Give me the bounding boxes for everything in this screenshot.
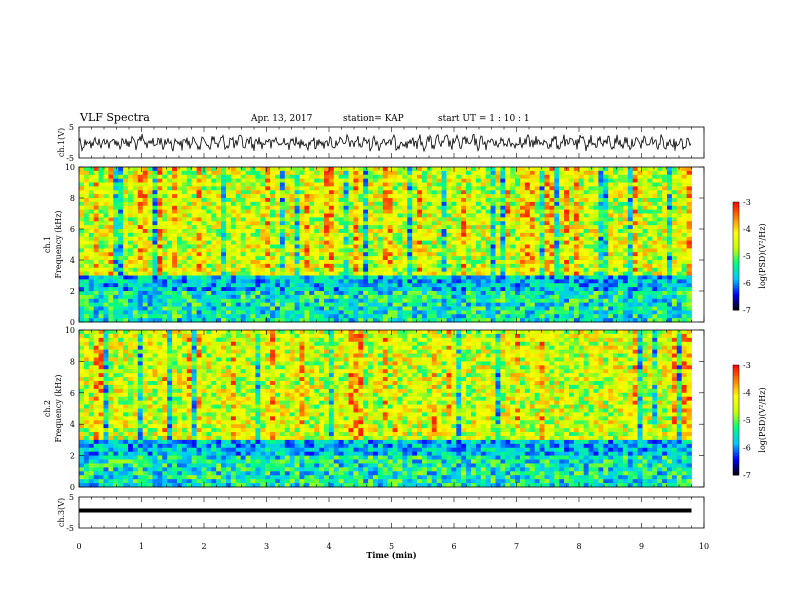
spectrogram-ch1-ytick-8: 8 [70,194,75,203]
chart-title: VLF Spectra [80,111,150,124]
xtick-0: 0 [76,542,81,551]
spectrogram-ch1-colorbar-tick-m5: -5 [743,252,751,261]
spectrogram-ch2-ytick-8: 8 [70,357,75,366]
station-label: station= KAP [343,114,404,124]
x-axis-label: Time (min) [366,550,416,560]
spectrogram-ch1-ytick-2: 2 [70,287,75,296]
spectrogram-ch1-colorbar-tick-m7: -7 [743,306,751,315]
xtick-7: 7 [514,542,519,551]
spectrogram-ch2-ytick-6: 6 [70,389,75,398]
xtick-1: 1 [139,542,144,551]
spectrogram-ch2-colorbar-tick-m6: -6 [743,444,751,453]
xtick-2: 2 [201,542,206,551]
spectrogram-ch1-colorbar [732,201,740,311]
spectrogram-ch2-colorbar [732,364,740,476]
spectrogram-ch2-ytick-2: 2 [70,452,75,461]
xtick-10: 10 [699,542,709,551]
spectrogram-ch1-colorbar-label: log(PSD)(V²/Hz) [758,223,767,288]
spectrogram-ch2-ytick-0: 0 [70,483,75,492]
spectrogram-ch2-colorbar-tick-m7: -7 [743,471,751,480]
spectrogram-ch2-colorbar-tick-m4: -4 [743,389,751,398]
start-time-label: start UT = 1 : 10 : 1 [438,114,530,124]
spectrogram-ch2-colorbar-tick-m5: -5 [743,416,751,425]
waveform-ch1-line [78,133,692,153]
spectrogram-ch2-ytick-4: 4 [70,420,75,429]
waveform-ch1-ytick-bottom: -5 [66,154,74,163]
spectrogram-ch1-ylabel-frequency: Frequency (kHz) [54,210,63,278]
waveform-ch3-ytick-top: 5 [69,493,74,502]
xtick-3: 3 [264,542,269,551]
spectrogram-ch1-ytick-6: 6 [70,225,75,234]
spectrogram-ch1-cells [79,167,692,323]
waveform-ch1-ylabel: ch.1(V) [57,128,66,157]
xtick-8: 8 [576,542,581,551]
spectrogram-ch2-cells [79,330,692,488]
waveform-ch1-ytick-top: 5 [69,123,74,132]
xtick-4: 4 [326,542,331,551]
spectrogram-ch2-colorbar-label: log(PSD)(V²/Hz) [758,387,767,452]
spectrogram-ch1-colorbar-tick-m6: -6 [743,279,751,288]
spectrogram-ch2-ylabel-frequency: Frequency (kHz) [54,374,63,442]
spectrogram-ch1-ytick-10: 10 [65,163,75,172]
waveform-ch3-ylabel: ch.3(V) [57,498,66,527]
xtick-5: 5 [389,542,394,551]
spectrogram-ch2-colorbar-tick-m3: -3 [743,361,751,370]
spectrogram-ch1-colorbar-tick-m4: -4 [743,225,751,234]
spectrogram-ch1-ylabel-channel: ch.1 [43,236,52,253]
spectrogram-ch2-ylabel-channel: ch.2 [43,400,52,417]
spectrogram-ch1-ytick-0: 0 [70,318,75,327]
date-label: Apr. 13, 2017 [251,114,313,124]
xtick-9: 9 [639,542,644,551]
xtick-6: 6 [451,542,456,551]
spectrogram-ch1-colorbar-tick-m3: -3 [743,198,751,207]
spectrogram-ch1-ytick-4: 4 [70,256,75,265]
waveform-ch3-ytick-bottom: -5 [66,524,74,533]
spectrogram-ch2-ytick-10: 10 [65,326,75,335]
